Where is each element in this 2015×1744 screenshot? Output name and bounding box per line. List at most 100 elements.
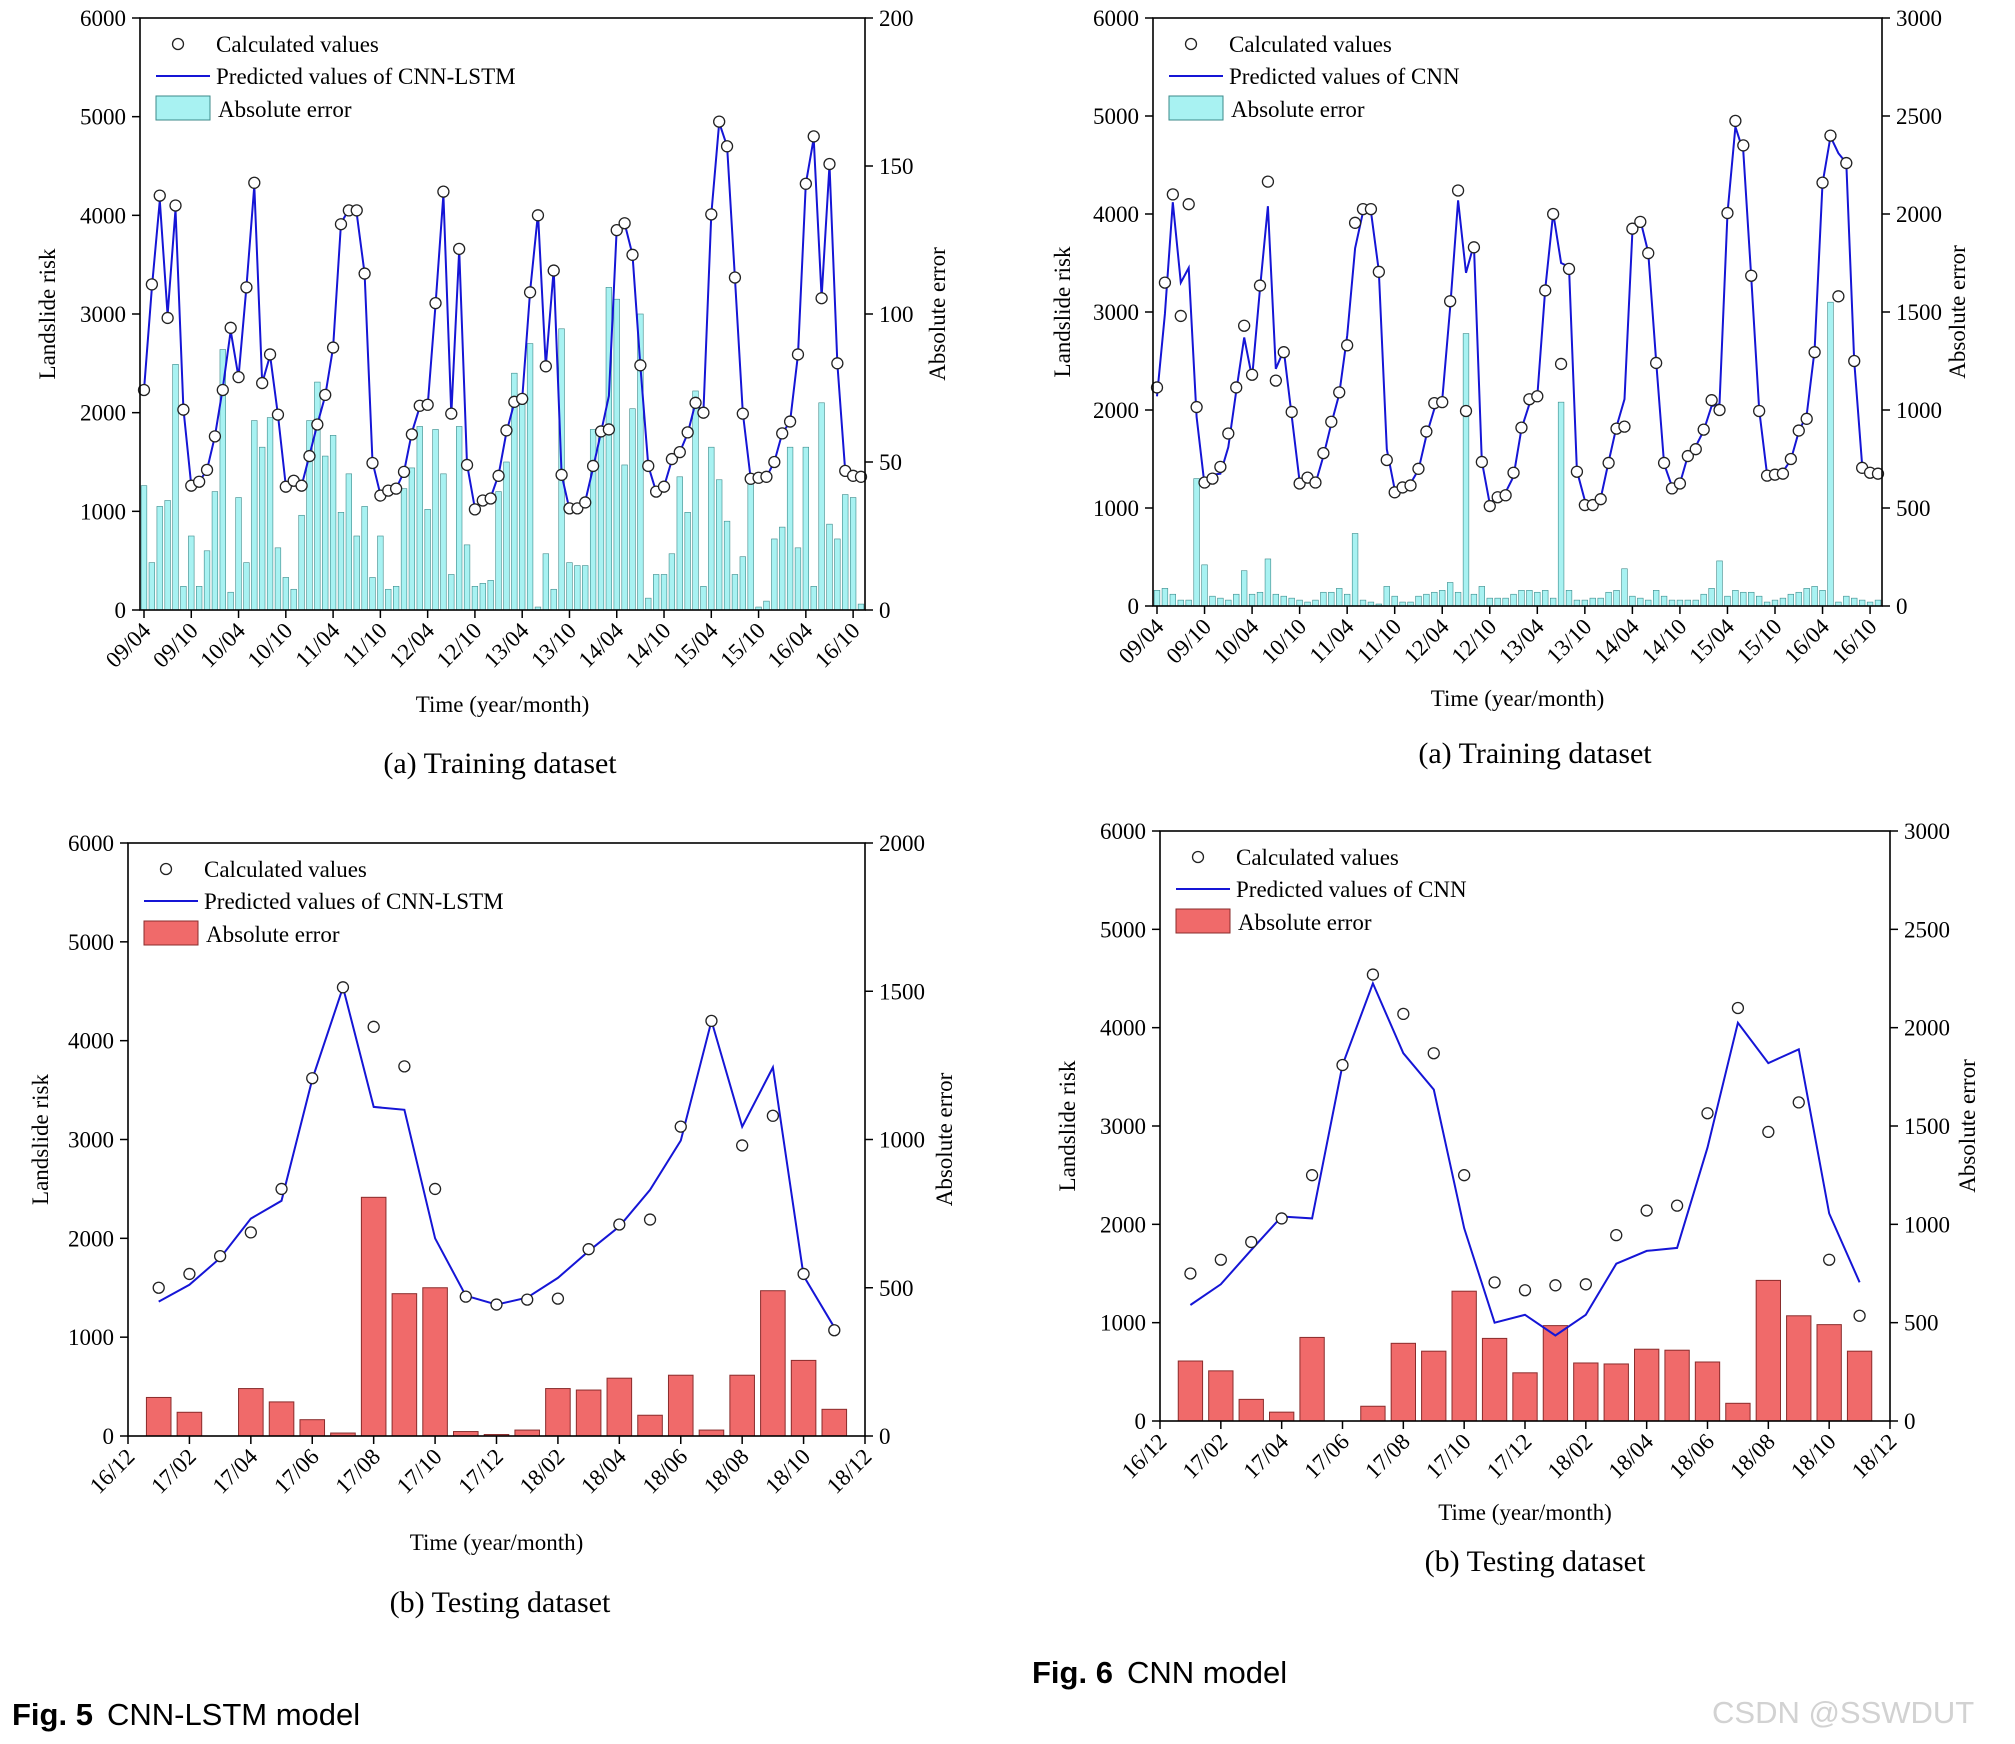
error-bar [1510, 593, 1517, 607]
x-tick-label: 17/02 [146, 1444, 201, 1499]
calculated-point [1245, 1235, 1258, 1249]
calculated-point [492, 469, 505, 482]
calculated-point [306, 1072, 319, 1085]
calculated-point [586, 459, 600, 473]
error-bar [1431, 591, 1438, 607]
x-tick-label: 09/04 [1114, 614, 1169, 669]
legend-calculated-marker [171, 37, 185, 51]
calculated-point [760, 470, 773, 483]
error-bar [1581, 599, 1588, 607]
error-bar [1732, 590, 1739, 607]
y-tick-label: 5000 [80, 105, 126, 130]
error-bar [227, 591, 234, 611]
calculated-point [705, 208, 718, 221]
calculated-point [1214, 460, 1227, 473]
error-bar [1415, 595, 1422, 607]
legend-error-label: Absolute error [206, 922, 340, 947]
fig6-caption: Fig. 6 CNN model [1032, 1655, 1287, 1691]
calculated-point [1713, 403, 1726, 417]
error-bar [1637, 597, 1644, 607]
y2-tick-label: 1500 [879, 979, 925, 1004]
error-bar [180, 586, 187, 611]
subplot-caption-label: (a) [1418, 737, 1458, 770]
calculated-point [1640, 1204, 1653, 1217]
chart-fig6a: 0 1000 2000 3000 4000 5000 6000 0 500 1000 1500 200… [1050, 6, 1970, 770]
calculated-point [244, 1226, 257, 1239]
calculated-point [1570, 465, 1584, 478]
x-tick-label: 11/10 [1352, 614, 1406, 668]
error-bar [771, 538, 778, 611]
y-tick-label: 3000 [1093, 300, 1139, 325]
calculated-point [1166, 188, 1179, 201]
calculated-point [1277, 346, 1290, 359]
error-bar [1846, 1350, 1873, 1422]
x-tick-label: 18/12 [822, 1444, 877, 1499]
x-tick-label: 18/04 [1603, 1429, 1658, 1484]
legend-calculated-marker [159, 862, 173, 876]
calculated-point [1372, 265, 1385, 278]
x-axis-title: Time (year/month) [1431, 686, 1605, 711]
legend-error-label: Absolute error [1231, 97, 1365, 122]
calculated-point [736, 1139, 749, 1152]
y2-tick-label: 2500 [1896, 104, 1942, 129]
calculated-point [1776, 467, 1790, 480]
calculated-point [1261, 175, 1275, 188]
fig5-caption: Fig. 5 CNN-LSTM model [12, 1697, 360, 1733]
error-bar [729, 1374, 755, 1437]
subplot-caption: (a) Training dataset [1418, 737, 1652, 770]
calculated-point [1182, 198, 1195, 211]
calculated-point [1420, 425, 1433, 438]
calculated-point [1539, 284, 1552, 297]
calculated-point [208, 430, 222, 443]
calculated-point [1673, 477, 1687, 490]
x-tick-label: 18/02 [1543, 1429, 1598, 1484]
fig5-caption-label: Fig. 5 [12, 1697, 93, 1732]
error-bar [463, 544, 471, 611]
calculated-point [1531, 390, 1544, 403]
error-bar [1557, 401, 1565, 607]
calculated-point [736, 407, 749, 420]
error-bar [716, 479, 723, 611]
error-bar [575, 1389, 602, 1437]
y-tick-label: 6000 [68, 831, 114, 856]
calculated-point [1594, 493, 1607, 506]
y-tick-label: 2000 [80, 401, 126, 426]
y2-axis-title: Absolute error [1955, 1059, 1980, 1193]
calculated-point [1206, 472, 1219, 485]
error-bar [645, 597, 652, 611]
x-tick-label: 15/04 [1684, 614, 1739, 669]
error-bar [818, 402, 825, 611]
calculated-point [153, 189, 166, 202]
x-tick-label: 18/06 [1664, 1429, 1719, 1484]
calculated-point [213, 1249, 227, 1263]
calculated-point [1792, 424, 1805, 437]
error-bar [1692, 599, 1699, 607]
calculated-point [484, 492, 497, 505]
x-tick-label: 15/10 [715, 618, 770, 673]
chart-fig5b: 0 1000 2000 3000 4000 5000 6000 0 500 1000 1500 200… [28, 831, 957, 1619]
y-axis-title: Landslide risk [28, 1074, 53, 1205]
legend-calculated-label: Calculated values [204, 857, 367, 882]
error-bar [1748, 591, 1755, 607]
x-tick-label: 17/10 [1421, 1429, 1476, 1484]
error-bar [1526, 590, 1533, 607]
x-tick-label: 12/10 [432, 618, 487, 673]
error-bar [1740, 591, 1747, 607]
error-bar [1462, 333, 1470, 607]
error-bar [700, 586, 707, 611]
calculated-point [547, 264, 560, 277]
calculated-point [336, 981, 350, 994]
x-tick-label: 10/04 [195, 618, 250, 673]
calculated-point [665, 452, 679, 466]
y-tick-label: 0 [115, 598, 127, 623]
calculated-point [783, 415, 797, 428]
calculated-point [271, 408, 285, 421]
y2-tick-label: 2000 [1904, 1016, 1950, 1041]
calculated-point [1336, 1058, 1349, 1072]
calculated-point [854, 470, 868, 483]
calculated-point [490, 1298, 503, 1311]
y-tick-label: 6000 [80, 6, 126, 31]
legend-error-marker [1168, 95, 1224, 121]
error-bar [1716, 560, 1723, 607]
x-tick-label: 10/04 [1209, 614, 1264, 669]
